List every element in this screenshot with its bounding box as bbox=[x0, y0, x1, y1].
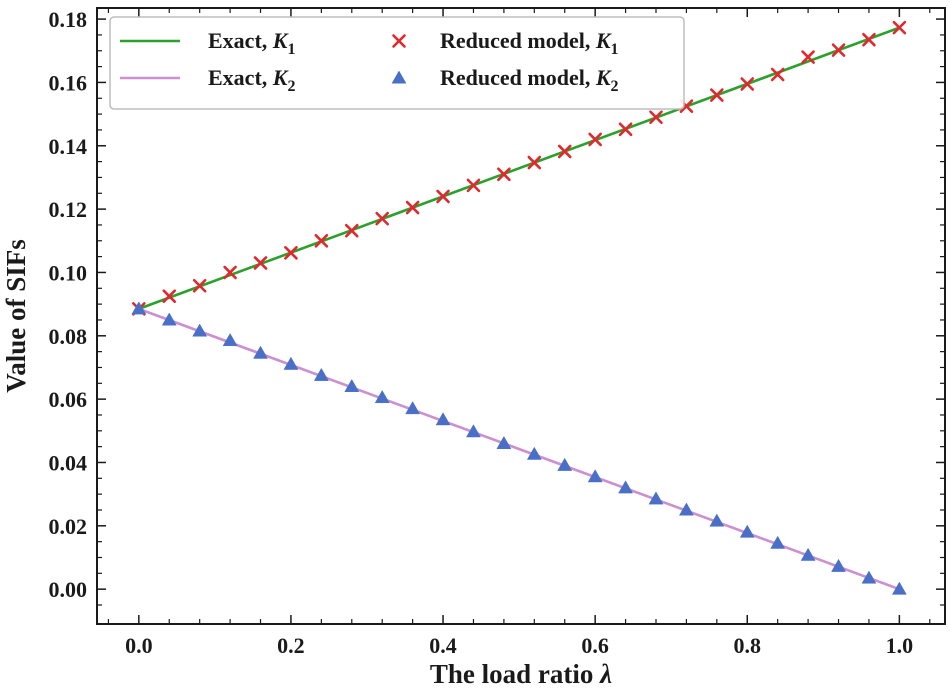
point-k2-reduced bbox=[131, 301, 147, 315]
legend: Exact, K1 Reduced model, K1 Exact, K2 Reduc… bbox=[109, 16, 685, 110]
x-tick-label: 0.2 bbox=[277, 633, 305, 658]
point-k2-reduced bbox=[253, 345, 268, 359]
point-k1-reduced bbox=[223, 265, 237, 280]
legend-swatch-triangle bbox=[391, 70, 407, 84]
point-k2-reduced bbox=[313, 367, 329, 381]
y-tick-label: 0.10 bbox=[49, 260, 88, 285]
point-k1-reduced bbox=[557, 144, 572, 159]
point-k1-reduced bbox=[831, 43, 846, 57]
point-k1-reduced bbox=[801, 50, 815, 64]
x-axis-title-text: The load ratio bbox=[430, 659, 600, 689]
point-k2-reduced bbox=[587, 469, 603, 483]
y-tick-label: 0.00 bbox=[49, 577, 88, 602]
y-tick-label: 0.18 bbox=[49, 7, 88, 32]
point-k1-reduced bbox=[436, 189, 450, 204]
point-k1-reduced bbox=[253, 256, 268, 270]
y-tick-label: 0.14 bbox=[49, 134, 88, 159]
point-k2-reduced bbox=[831, 558, 846, 572]
point-k1-reduced bbox=[862, 32, 876, 47]
point-k1-reduced bbox=[892, 20, 907, 35]
point-k1-reduced bbox=[588, 132, 602, 147]
y-tick-label: 0.02 bbox=[49, 514, 88, 539]
plot-frame bbox=[96, 7, 946, 625]
point-k1-reduced bbox=[162, 289, 177, 304]
series-lines bbox=[138, 26, 900, 591]
point-k2-reduced bbox=[678, 502, 694, 516]
x-tick-label: 0.4 bbox=[429, 633, 457, 658]
point-k2-reduced bbox=[374, 390, 390, 404]
point-k1-reduced bbox=[344, 223, 359, 238]
point-k2-reduced bbox=[496, 435, 512, 449]
point-k1-reduced bbox=[618, 122, 633, 137]
point-k1-reduced bbox=[192, 278, 207, 293]
y-axis-title: Value of SIFs bbox=[1, 239, 31, 393]
y-tick-label: 0.06 bbox=[49, 387, 88, 412]
legend-label: Exact, K2 bbox=[208, 65, 295, 95]
point-k1-reduced bbox=[314, 233, 329, 248]
point-k1-reduced bbox=[740, 77, 755, 91]
point-k2-reduced bbox=[709, 513, 725, 527]
legend-label: Exact, K1 bbox=[208, 28, 295, 58]
legend-label: Reduced model, K1 bbox=[440, 28, 619, 58]
point-k2-reduced bbox=[891, 581, 907, 595]
point-k1-reduced bbox=[466, 178, 481, 193]
legend-swatch-x bbox=[392, 34, 406, 48]
legend-label: Reduced model, K2 bbox=[440, 65, 619, 95]
point-k2-reduced bbox=[770, 535, 786, 549]
line-k1-exact bbox=[138, 26, 900, 311]
point-k2-reduced bbox=[405, 401, 421, 415]
x-tick-label: 0.0 bbox=[125, 633, 153, 658]
y-tick-label: 0.08 bbox=[49, 324, 88, 349]
legend-box bbox=[109, 16, 685, 110]
point-k2-reduced bbox=[344, 378, 360, 392]
point-k2-reduced bbox=[800, 547, 816, 561]
point-k2-reduced bbox=[283, 356, 299, 370]
point-k2-reduced bbox=[861, 570, 877, 584]
x-axis-title-symbol: λ bbox=[599, 659, 612, 689]
point-k1-reduced bbox=[527, 155, 542, 170]
legend-item-exact-k2: Exact, K2 bbox=[120, 65, 295, 95]
legend-item-reduced-k1: Reduced model, K1 bbox=[392, 28, 619, 58]
point-k2-reduced bbox=[435, 412, 451, 426]
y-tick-label: 0.12 bbox=[49, 197, 88, 222]
point-k2-reduced bbox=[222, 333, 238, 347]
x-tick-label: 1.0 bbox=[886, 633, 914, 658]
x-tick-label: 0.8 bbox=[734, 633, 762, 658]
x-tick-label: 0.6 bbox=[581, 633, 609, 658]
point-k2-reduced bbox=[161, 312, 177, 326]
point-k1-reduced bbox=[649, 110, 663, 125]
legend-item-reduced-k2: Reduced model, K2 bbox=[391, 65, 619, 95]
point-k2-reduced bbox=[466, 424, 481, 438]
point-k1-reduced bbox=[710, 88, 724, 102]
y-tick-label: 0.04 bbox=[49, 450, 88, 475]
legend-item-exact-k1: Exact, K1 bbox=[120, 28, 295, 58]
x-axis-title: The load ratio λ bbox=[430, 659, 612, 689]
point-k2-reduced bbox=[557, 457, 573, 471]
point-k1-reduced bbox=[497, 167, 511, 182]
point-k2-reduced bbox=[526, 446, 542, 460]
point-k1-reduced bbox=[375, 211, 390, 226]
point-k2-reduced bbox=[192, 323, 208, 337]
point-k2-reduced bbox=[739, 524, 755, 538]
point-k1-reduced bbox=[284, 246, 298, 260]
series-markers bbox=[131, 20, 907, 595]
point-k2-reduced bbox=[618, 480, 634, 494]
y-tick-label: 0.16 bbox=[49, 70, 88, 95]
point-k2-reduced bbox=[648, 491, 664, 505]
point-k1-reduced bbox=[405, 200, 420, 215]
tick-labels: 0.0 0.2 0.4 0.6 0.8 1.0 0.00 0.02 0.04 0.06 0.08 0.… bbox=[49, 7, 914, 658]
point-k1-reduced bbox=[770, 67, 785, 82]
line-k2-exact bbox=[138, 307, 900, 591]
